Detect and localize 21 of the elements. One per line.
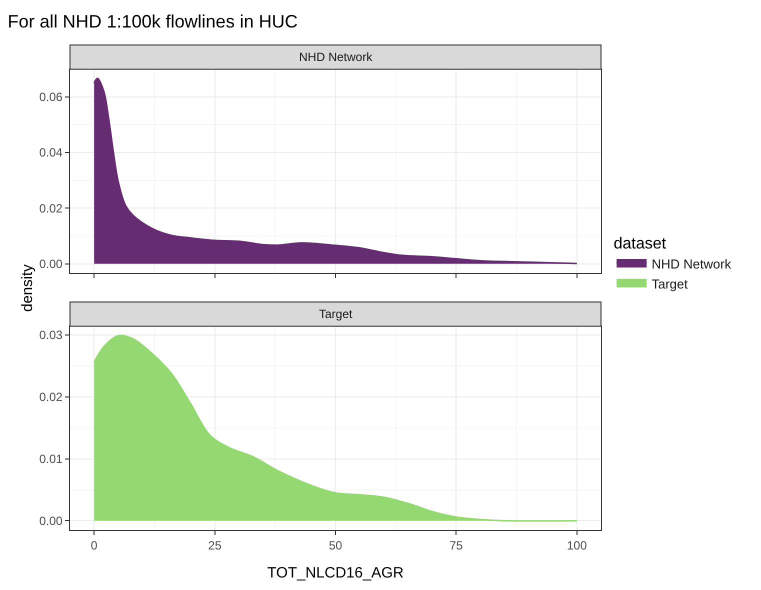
chart-title: For all NHD 1:100k flowlines in HUC bbox=[8, 11, 298, 32]
y-tick-label: 0.06 bbox=[39, 90, 63, 104]
x-axis-title: TOT_NLCD16_AGR bbox=[267, 564, 404, 582]
x-tick-label: 75 bbox=[450, 538, 464, 552]
y-tick-label: 0.04 bbox=[39, 146, 63, 160]
chart-subtitle: NHD Network bbox=[299, 50, 374, 64]
x-tick-label: 0 bbox=[90, 538, 98, 552]
legend-label: NHD Network bbox=[652, 256, 732, 272]
y-tick-label: 0.01 bbox=[39, 452, 63, 466]
y-tick-label: 0.02 bbox=[39, 390, 63, 404]
y-tick-label: 0.00 bbox=[39, 256, 63, 271]
x-tick-label: 100 bbox=[566, 538, 588, 552]
y-tick-label: 0.03 bbox=[39, 328, 63, 342]
legend-label: Target bbox=[652, 276, 688, 292]
y-tick-label: 0.00 bbox=[39, 514, 63, 528]
y-axis-title: density bbox=[18, 264, 36, 312]
x-tick-label: 25 bbox=[208, 538, 222, 552]
x-tick-label: 50 bbox=[328, 538, 342, 552]
chart-subtitle: Target bbox=[319, 307, 354, 321]
legend-title: dataset bbox=[614, 236, 667, 253]
y-tick-label: 0.02 bbox=[39, 201, 63, 216]
